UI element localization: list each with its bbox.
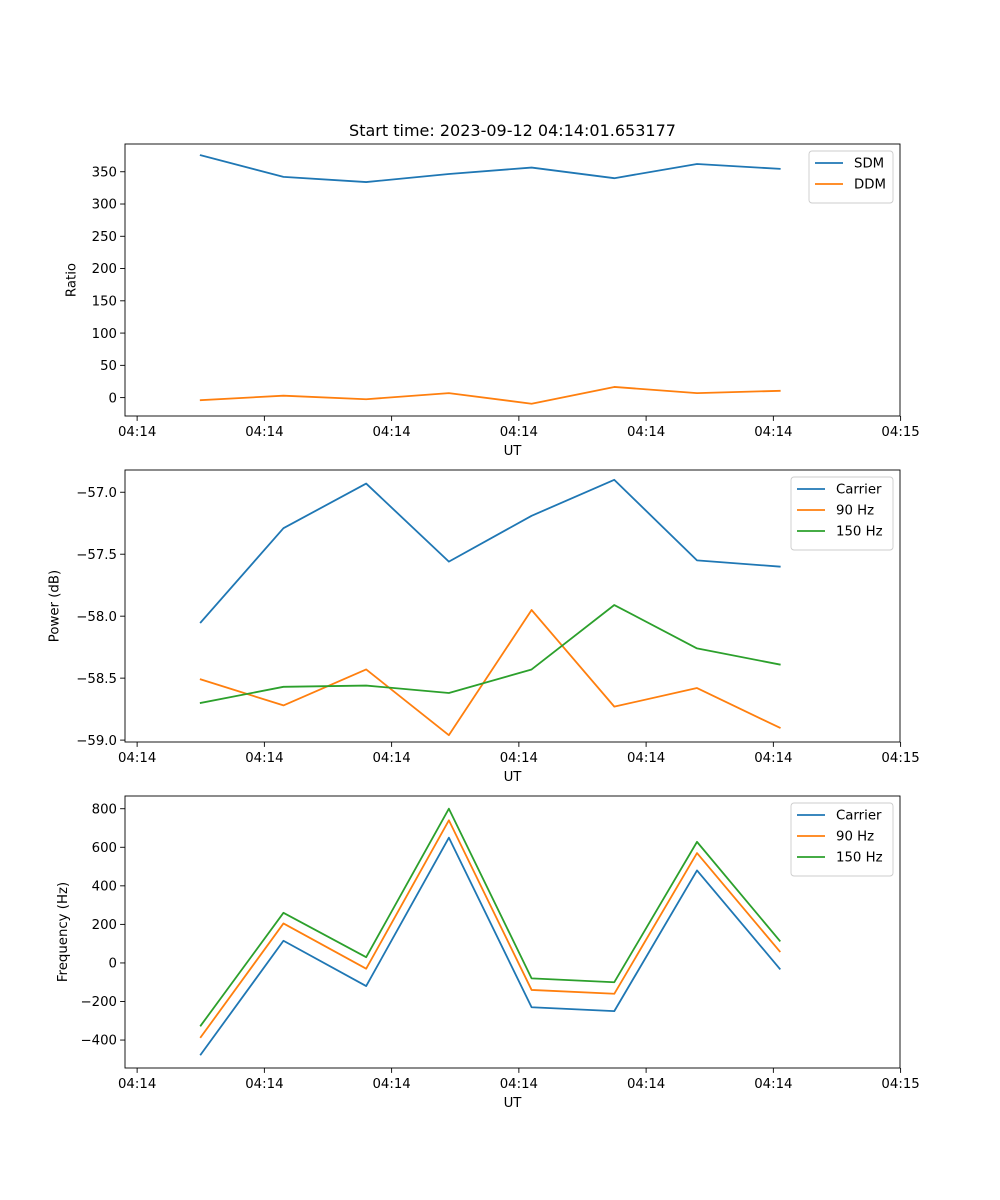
x-tick-label: 04:14: [500, 751, 538, 766]
x-axis-label: UT: [504, 770, 523, 785]
y-tick-label: −59.0: [76, 734, 117, 749]
y-tick-label: 300: [92, 198, 117, 213]
legend-entry-label: 150 Hz: [836, 851, 883, 866]
series-line-150-hz: [199, 807, 781, 1027]
legend-entry-label: SDM: [854, 157, 884, 172]
legend-entry-label: DDM: [854, 178, 886, 193]
x-tick-label: 04:14: [754, 751, 792, 766]
y-tick-label: 350: [92, 165, 117, 180]
x-tick-label: 04:14: [245, 751, 283, 766]
legend-entry-label: 90 Hz: [836, 830, 874, 845]
x-tick-label: 04:14: [245, 1077, 283, 1092]
y-tick-label: 100: [92, 327, 117, 342]
x-tick-label: 04:14: [372, 751, 410, 766]
x-tick-label: 04:14: [754, 425, 792, 440]
chart-panel-3: 04:14 04:14 04:14 04:14 04:14 04:14 04:15 −400 −…: [56, 795, 920, 1111]
y-tick-label: 200: [92, 262, 117, 277]
series-group: [199, 478, 781, 737]
x-tick-label: 04:14: [118, 425, 156, 440]
x-tick-label: 04:14: [372, 1077, 410, 1092]
y-axis-label: Power (dB): [48, 570, 63, 642]
x-tick-label: 04:15: [881, 1077, 919, 1092]
chart-panel-1: 04:14 04:14 04:14 04:14 04:14 04:14 04:15 0 50 10…: [65, 121, 920, 459]
legend-entry-label: Carrier: [836, 483, 882, 498]
chart-title: Start time: 2023-09-12 04:14:01.653177: [349, 121, 676, 140]
legend-entry-label: 90 Hz: [836, 504, 874, 519]
x-tick-label: 04:14: [500, 1077, 538, 1092]
series-group: [199, 154, 781, 405]
y-tick-label: −400: [80, 1034, 117, 1049]
x-axis-label: UT: [504, 1096, 523, 1111]
x-axis-label: UT: [504, 444, 523, 459]
series-line-sdm: [199, 154, 781, 183]
legend: Carrier 90 Hz 150 Hz: [790, 476, 894, 551]
legend-entry-label: 150 Hz: [836, 525, 883, 540]
y-axis-label: Frequency (Hz): [56, 882, 71, 982]
y-axis-label: Ratio: [65, 263, 80, 297]
x-tick-label: 04:15: [881, 751, 919, 766]
y-tick-label: −57.0: [76, 486, 117, 501]
y-tick-label: 200: [92, 918, 117, 933]
y-tick-label: 150: [92, 295, 117, 310]
axes-frame: [124, 143, 901, 417]
legend: SDM DDM: [808, 150, 894, 204]
series-line-carrier: [199, 478, 781, 624]
axes-frame: [124, 795, 901, 1069]
y-tick-label: 0: [109, 957, 117, 972]
x-tick-label: 04:14: [500, 425, 538, 440]
legend-box: [808, 150, 894, 204]
series-line-ddm: [199, 386, 781, 405]
series-line-150-hz: [199, 604, 781, 704]
y-tick-label: −200: [80, 995, 117, 1010]
y-tick-label: 0: [109, 391, 117, 406]
series-group: [199, 807, 781, 1056]
y-tick-label: −57.5: [76, 548, 117, 563]
y-tick-label: 50: [100, 359, 117, 374]
x-tick-label: 04:14: [118, 751, 156, 766]
x-tick-label: 04:14: [245, 425, 283, 440]
axes-frame: [124, 469, 901, 743]
y-tick-label: −58.5: [76, 672, 117, 687]
x-tick-label: 04:14: [627, 751, 665, 766]
series-line-90-hz: [199, 609, 781, 737]
x-tick-label: 04:14: [754, 1077, 792, 1092]
legend-entry-label: Carrier: [836, 809, 882, 824]
y-tick-label: −58.0: [76, 610, 117, 625]
legend: Carrier 90 Hz 150 Hz: [790, 802, 894, 877]
y-tick-label: 800: [92, 802, 117, 817]
series-line-carrier: [199, 836, 781, 1056]
series-line-90-hz: [199, 819, 781, 1039]
x-tick-label: 04:14: [372, 425, 410, 440]
y-tick-label: 250: [92, 230, 117, 245]
y-tick-label: 600: [92, 841, 117, 856]
x-tick-label: 04:15: [881, 425, 919, 440]
y-tick-label: 400: [92, 880, 117, 895]
chart-panel-2: 04:14 04:14 04:14 04:14 04:14 04:14 04:15 −59.0…: [48, 469, 920, 785]
x-tick-label: 04:14: [118, 1077, 156, 1092]
x-tick-label: 04:14: [627, 425, 665, 440]
x-tick-label: 04:14: [627, 1077, 665, 1092]
